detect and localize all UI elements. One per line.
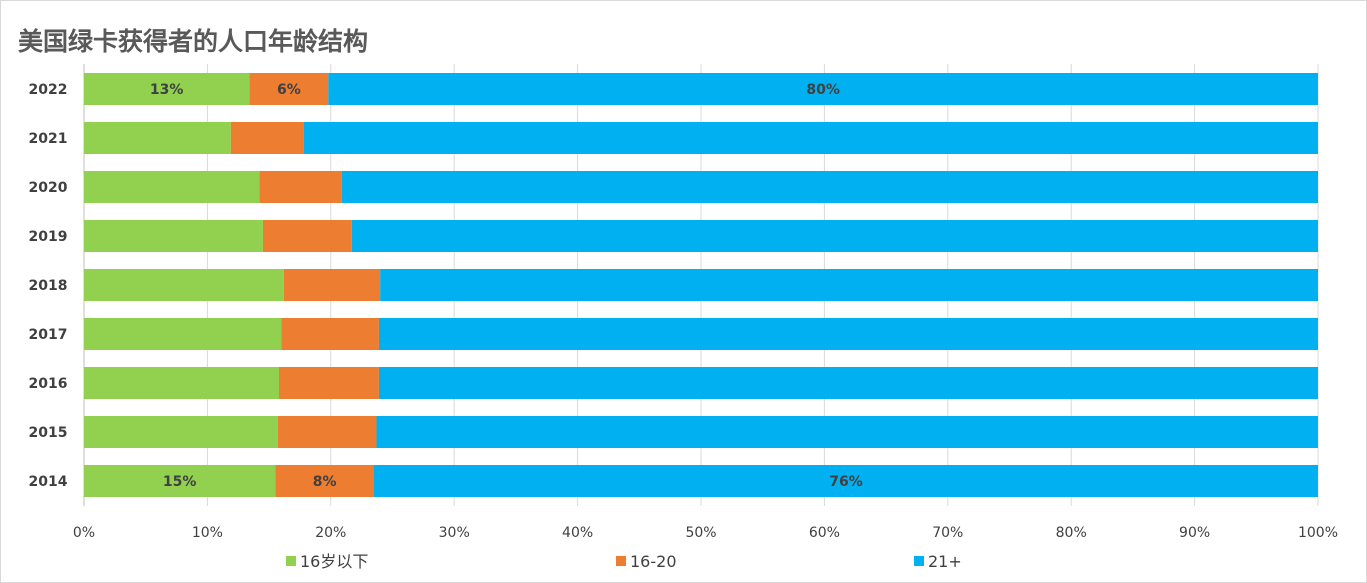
- bar-2022-2: [328, 73, 1318, 105]
- bar-2020-0: [84, 171, 260, 203]
- bar-2015-2: [376, 416, 1318, 448]
- legend-swatch: [914, 556, 924, 566]
- category-label: 2016: [29, 376, 68, 392]
- bar-2015-0: [84, 416, 278, 448]
- bar-2018-1: [283, 269, 381, 301]
- legend: 16岁以下 16-20 21+: [286, 552, 962, 571]
- bar-2022-1: [249, 73, 329, 105]
- legend-label: 16-20: [630, 552, 677, 571]
- category-labels: 2022 2021 2020 2019 2018 2017 2016 2015 2014: [29, 82, 68, 490]
- x-tick-label: 90%: [1179, 525, 1210, 541]
- bar-2017-2: [378, 318, 1318, 350]
- data-label: 15%: [163, 474, 197, 490]
- bar-2018-0: [84, 269, 284, 301]
- bar-2022-0: [84, 73, 250, 105]
- bar-2021-1: [230, 122, 304, 154]
- category-label: 2020: [29, 180, 68, 196]
- category-label: 2015: [29, 425, 68, 441]
- category-label: 2018: [29, 278, 68, 294]
- bar-2021-0: [84, 122, 231, 154]
- x-tick-label: 40%: [562, 525, 593, 541]
- category-label: 2022: [29, 82, 68, 98]
- chart-title: 美国绿卡获得者的人口年龄结构: [18, 27, 369, 56]
- bar-2020-2: [341, 171, 1318, 203]
- x-tick-label: 60%: [809, 525, 840, 541]
- bar-2016-0: [84, 367, 279, 399]
- bar-2021-2: [303, 122, 1319, 154]
- data-label: 8%: [313, 474, 337, 490]
- data-label: 80%: [806, 82, 840, 98]
- x-tick-label: 30%: [439, 525, 470, 541]
- data-label: 76%: [829, 474, 863, 490]
- x-tick-label: 80%: [1056, 525, 1087, 541]
- data-label: 13%: [150, 82, 184, 98]
- x-axis-ticks: 0% 10% 20% 30% 40% 50% 60% 70% 80% 90% 100%: [73, 525, 1338, 541]
- bar-2014-2: [373, 465, 1318, 497]
- category-label: 2019: [29, 229, 68, 245]
- bars: [84, 73, 1319, 497]
- bar-2019-0: [84, 220, 263, 252]
- bar-2019-1: [262, 220, 352, 252]
- category-label: 2017: [29, 327, 68, 343]
- bar-2015-1: [277, 416, 377, 448]
- bar-2018-2: [380, 269, 1318, 301]
- x-tick-label: 0%: [73, 525, 95, 541]
- legend-label: 21+: [928, 552, 962, 571]
- category-label: 2014: [29, 474, 68, 490]
- bar-2020-1: [259, 171, 342, 203]
- bar-2017-0: [84, 318, 282, 350]
- bar-2014-1: [275, 465, 374, 497]
- data-label: 6%: [277, 82, 301, 98]
- bar-2017-1: [281, 318, 379, 350]
- x-tick-label: 10%: [192, 525, 223, 541]
- bar-2016-1: [278, 367, 379, 399]
- category-label: 2021: [29, 131, 68, 147]
- bar-2019-2: [351, 220, 1318, 252]
- bar-2016-2: [378, 367, 1318, 399]
- legend-swatch: [286, 556, 296, 566]
- legend-label: 16岁以下: [300, 552, 368, 571]
- x-tick-label: 70%: [932, 525, 963, 541]
- bar-2014-0: [84, 465, 276, 497]
- x-tick-label: 50%: [685, 525, 716, 541]
- x-tick-label: 20%: [315, 525, 346, 541]
- data-labels: 13% 6% 80% 15% 8% 76%: [150, 82, 863, 490]
- legend-swatch: [616, 556, 626, 566]
- x-tick-label: 100%: [1298, 525, 1338, 541]
